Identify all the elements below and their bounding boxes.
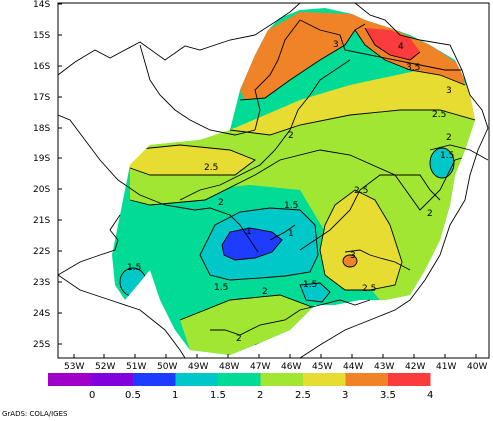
lon-label: 50W [157,362,177,372]
colorbar-swatch [175,373,218,386]
lat-ticks [58,3,62,345]
lon-label: 52W [95,362,115,372]
colorbar: 0 0.5 1 1.5 2 2.5 3 3.5 4 [48,373,433,401]
contour-label: 3 [446,86,452,96]
colorbar-swatches [48,373,431,386]
lon-label: 53W [64,362,84,372]
contour-label: 2 [446,133,452,143]
contour-label: 1 [246,227,252,237]
colorbar-tick-label: 1.5 [210,390,226,401]
lat-label: 19S [33,154,50,164]
colorbar-tick-label: 3.5 [380,390,396,401]
contour-label: 2 [218,198,224,208]
colorbar-swatch [90,373,133,386]
contour-label: 2 [427,209,433,219]
colorbar-tick-label: 0 [89,390,95,401]
contour-lines [119,23,475,346]
contour-label: 3 [350,251,356,261]
lat-label: 20S [33,185,50,195]
lat-label: 15S [33,31,50,41]
contour-label: 1.5 [214,283,228,293]
lon-label: 43W [374,362,394,372]
colorbar-swatch [345,373,388,386]
lon-label: 44W [343,362,363,372]
lon-label: 48W [219,362,239,372]
lon-label: 41W [436,362,456,372]
contour-label: 1.5 [440,151,454,161]
lat-label: 17S [33,93,50,103]
lat-label: 21S [33,216,50,226]
colorbar-tick-label: 0.5 [125,390,141,401]
contour-label: 3 [333,40,339,50]
lat-label: 25S [33,340,50,350]
colorbar-swatch [303,373,346,386]
colorbar-tick-label: 3 [342,390,348,401]
contour-label: 4 [398,42,404,52]
contour-label-group: 3 4 3.5 3 2.5 2 2 1.5 2.5 2 2.5 1.5 2 1 … [127,40,454,344]
lon-label: 42W [405,362,425,372]
colorbar-tick-label: 4 [427,390,433,401]
contour-label: 1.5 [284,201,298,211]
lat-label: 14S [33,0,50,10]
lon-label: 47W [250,362,270,372]
colorbar-swatch [260,373,303,386]
colorbar-tick-label: 1 [172,390,178,401]
colorbar-swatch [133,373,176,386]
lon-label: 49W [188,362,208,372]
contour-label: 2.5 [362,284,376,294]
contour-label: 2 [236,334,242,344]
colorbar-swatch [388,373,431,386]
lon-ticks [73,354,477,358]
contour-label: 2.5 [204,163,218,173]
lat-label: 16S [33,62,50,72]
plot-frame [57,2,490,359]
lat-label: 18S [33,124,50,134]
lat-label: 22S [33,247,50,257]
contour-label: 3.5 [406,63,420,73]
contour-label: 2.5 [354,186,368,196]
contour-label: 1.5 [127,263,141,273]
contour-label: 2 [288,131,294,141]
colorbar-swatch [218,373,261,386]
lat-label: 24S [33,309,50,319]
map-boundaries [58,3,489,358]
contour-label: 1.5 [303,280,317,290]
contour-label: 2 [262,287,268,297]
colorbar-swatch [48,373,91,386]
lon-label: 46W [281,362,301,372]
contour-label: 2.5 [432,110,446,120]
colorbar-tick-label: 2.5 [295,390,311,401]
lon-axis: 53W 52W 51W 50W 49W 48W 47W 46W 45W 44W … [64,354,487,372]
contour-label: 1 [288,229,294,239]
shaded-field [112,8,475,355]
credit-text: GrADS: COLA/IGES [2,410,68,418]
colorbar-tick-label: 2 [257,390,263,401]
lat-label: 23S [33,278,50,288]
lon-label: 40W [467,362,487,372]
lon-label: 51W [126,362,146,372]
lon-label: 45W [312,362,332,372]
lat-axis: 14S 15S 16S 17S 18S 19S 20S 21S 22S 23S … [33,0,62,350]
